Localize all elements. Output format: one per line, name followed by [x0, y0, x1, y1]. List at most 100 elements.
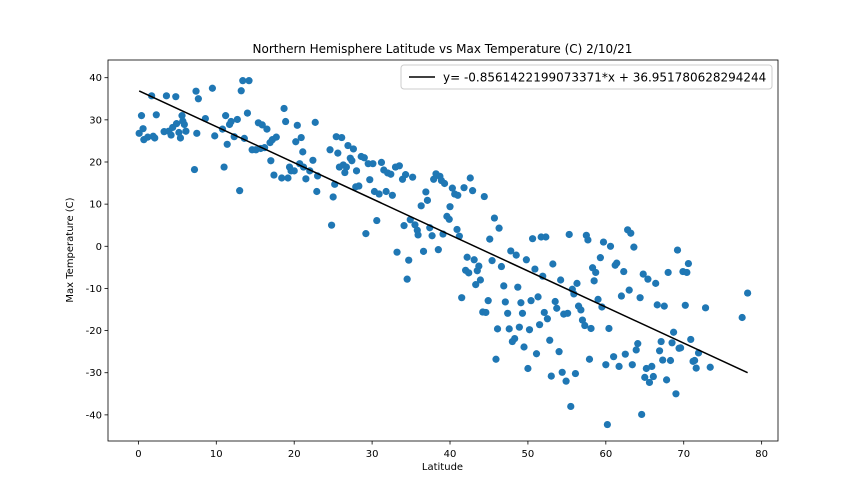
data-point-238 — [630, 243, 638, 251]
data-point-223 — [602, 361, 610, 369]
data-point-62 — [292, 138, 300, 146]
data-point-192 — [547, 372, 555, 380]
data-point-28 — [211, 132, 219, 140]
data-point-75 — [327, 221, 336, 229]
data-point-255 — [660, 302, 668, 310]
data-point-271 — [691, 356, 699, 365]
data-point-184 — [534, 293, 542, 301]
data-point-106 — [388, 191, 396, 199]
data-point-272 — [692, 364, 700, 372]
data-point-41 — [243, 109, 252, 117]
data-point-215 — [587, 324, 595, 333]
data-point-188 — [540, 308, 548, 317]
data-point-27 — [208, 84, 216, 92]
data-point-160 — [492, 355, 500, 363]
data-point-248 — [648, 362, 656, 370]
y-tick-label: -40 — [86, 410, 102, 421]
data-point-55 — [278, 174, 286, 182]
data-point-214 — [585, 355, 594, 363]
data-point-275 — [706, 363, 714, 371]
y-tick-label: -10 — [86, 284, 102, 295]
y-tick-label: -30 — [86, 368, 102, 379]
data-point-142 — [460, 184, 468, 192]
data-point-210 — [578, 316, 587, 324]
data-point-116 — [409, 173, 417, 181]
data-point-34 — [227, 117, 235, 126]
data-point-256 — [662, 376, 671, 384]
data-point-105 — [387, 170, 395, 178]
x-tick-label: 60 — [599, 449, 612, 460]
data-point-81 — [338, 133, 346, 142]
data-point-144 — [463, 253, 471, 261]
data-point-113 — [403, 275, 411, 283]
data-point-198 — [558, 368, 566, 376]
data-point-90 — [352, 167, 361, 175]
data-point-76 — [329, 193, 337, 201]
data-point-2 — [139, 125, 147, 133]
data-point-14 — [172, 93, 180, 101]
data-point-163 — [497, 262, 506, 271]
data-point-63 — [293, 121, 301, 129]
y-tick-label: 0 — [96, 242, 102, 253]
data-point-177 — [522, 256, 530, 264]
data-point-61 — [290, 167, 298, 175]
data-point-245 — [642, 364, 650, 373]
data-point-122 — [422, 188, 430, 196]
data-point-56 — [280, 104, 288, 113]
data-point-22 — [190, 165, 199, 174]
data-point-254 — [659, 356, 667, 364]
data-point-109 — [395, 162, 403, 170]
data-point-179 — [525, 326, 534, 334]
data-point-152 — [476, 276, 484, 284]
data-point-224 — [603, 420, 611, 429]
y-axis-ticks: -40 -30 -20 -10 0 10 20 30 40 — [86, 73, 108, 421]
data-point-201 — [564, 309, 572, 317]
data-point-146 — [466, 174, 474, 182]
legend: y= -0.8561422199073371*x + 36.9517806282… — [400, 64, 773, 90]
data-point-97 — [369, 160, 377, 168]
data-points — [135, 77, 752, 429]
data-point-217 — [590, 277, 598, 285]
data-point-119 — [414, 231, 422, 239]
data-point-251 — [653, 301, 661, 309]
data-point-79 — [334, 149, 342, 157]
regression-line — [138, 90, 748, 374]
data-point-230 — [615, 362, 623, 370]
data-point-16 — [175, 128, 183, 137]
data-point-222 — [599, 238, 608, 246]
data-point-30 — [220, 163, 228, 171]
data-point-78 — [332, 133, 340, 141]
x-tick-label: 20 — [288, 449, 301, 460]
data-point-182 — [531, 265, 539, 273]
data-point-125 — [428, 232, 436, 240]
data-point-139 — [454, 191, 462, 199]
data-point-147 — [469, 187, 477, 195]
data-point-235 — [625, 286, 633, 294]
data-point-241 — [636, 294, 644, 302]
data-point-88 — [349, 145, 358, 153]
data-point-103 — [382, 187, 390, 196]
data-point-18 — [178, 112, 186, 120]
data-point-117 — [411, 221, 419, 229]
data-point-183 — [532, 350, 541, 358]
x-tick-label: 0 — [135, 449, 141, 460]
data-point-267 — [683, 268, 691, 277]
data-point-156 — [484, 297, 492, 305]
regression-line-group — [138, 90, 748, 374]
data-point-190 — [543, 315, 552, 323]
data-point-261 — [672, 390, 680, 398]
y-tick-label: 10 — [89, 200, 102, 211]
data-point-123 — [423, 196, 432, 204]
data-point-151 — [475, 262, 483, 270]
data-point-128 — [434, 246, 442, 254]
data-point-253 — [657, 337, 665, 346]
data-point-111 — [400, 222, 408, 230]
data-point-207 — [573, 279, 581, 287]
data-point-219 — [594, 295, 602, 303]
data-point-138 — [453, 225, 461, 234]
data-point-4 — [144, 133, 152, 141]
data-point-225 — [605, 324, 613, 333]
data-point-112 — [402, 171, 410, 179]
data-point-277 — [744, 289, 752, 297]
data-point-7 — [151, 134, 159, 142]
